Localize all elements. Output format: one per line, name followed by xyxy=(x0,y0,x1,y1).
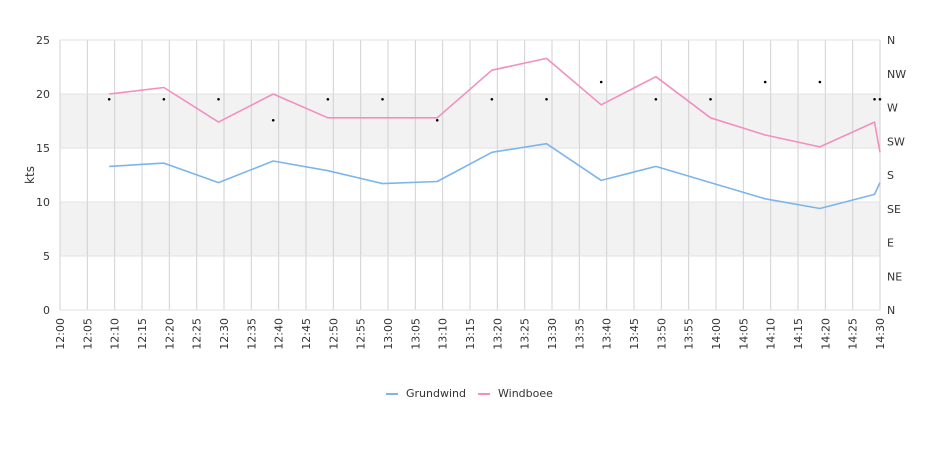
grid-layer xyxy=(59,39,881,311)
direction-marker-7 xyxy=(490,97,494,101)
legend-item-windboee[interactable]: Windboee xyxy=(478,387,553,400)
x-tick-label-8: 12:40 xyxy=(273,318,286,350)
series-line-grundwind xyxy=(109,142,881,210)
y-tick-label-0: 0 xyxy=(43,304,50,317)
legend-item-grundwind[interactable]: Grundwind xyxy=(386,387,466,400)
x-tick-label-14: 13:10 xyxy=(437,318,450,350)
x-tick-label-17: 13:25 xyxy=(519,318,532,350)
x-tick-label-23: 13:55 xyxy=(683,318,696,350)
direction-marker-0 xyxy=(107,97,111,101)
x-tick-label-20: 13:40 xyxy=(601,318,614,350)
direction-tick-label-6: W xyxy=(887,102,898,115)
x-tick-label-12: 13:00 xyxy=(382,318,395,350)
y-tick-label-2: 10 xyxy=(36,196,50,209)
x-tick-label-22: 13:50 xyxy=(655,318,668,350)
y-axis-title: kts xyxy=(23,166,37,184)
x-tick-label-1: 12:05 xyxy=(81,318,94,350)
y-tick-label-3: 15 xyxy=(36,142,50,155)
x-tick-label-15: 13:15 xyxy=(464,318,477,350)
direction-tick-label-8: N xyxy=(887,34,895,47)
direction-marker-12 xyxy=(763,80,767,84)
x-tick-label-7: 12:35 xyxy=(245,318,258,350)
x-tick-label-25: 14:05 xyxy=(737,318,750,350)
direction-tick-label-1: NE xyxy=(887,270,902,283)
x-tick-label-10: 12:50 xyxy=(327,318,340,350)
x-tick-label-9: 12:45 xyxy=(300,318,313,350)
direction-tick-label-4: S xyxy=(887,169,894,182)
direction-tick-label-0: N xyxy=(887,304,895,317)
x-tick-label-18: 13:30 xyxy=(546,318,559,350)
direction-marker-6 xyxy=(435,118,439,122)
x-tick-label-11: 12:55 xyxy=(355,318,368,350)
direction-tick-label-3: SE xyxy=(887,203,901,216)
x-tick-label-26: 14:10 xyxy=(765,318,778,350)
legend-label-grundwind: Grundwind xyxy=(406,387,466,400)
direction-axis-ticks: N NE E SE S SW W NW N xyxy=(887,34,906,317)
series-layer xyxy=(109,57,881,210)
x-tick-label-5: 12:25 xyxy=(191,318,204,350)
direction-marker-8 xyxy=(545,97,548,101)
direction-tick-label-2: E xyxy=(887,237,894,250)
direction-marker-14 xyxy=(873,97,876,101)
direction-marker-5 xyxy=(381,97,384,101)
y-tick-label-4: 20 xyxy=(36,88,50,101)
y-axis-ticks: 0 5 10 15 20 25 xyxy=(36,34,50,317)
x-tick-label-21: 13:45 xyxy=(628,318,641,350)
direction-tick-label-5: SW xyxy=(887,135,905,148)
x-tick-label-28: 14:20 xyxy=(819,318,832,350)
x-tick-label-4: 12:20 xyxy=(163,318,176,350)
direction-markers xyxy=(107,80,882,122)
x-tick-label-19: 13:35 xyxy=(573,318,586,350)
x-tick-label-2: 12:10 xyxy=(109,318,122,350)
y-tick-label-1: 5 xyxy=(43,250,50,263)
x-axis-ticks: 12:00 12:05 12:10 12:15 12:20 12:25 12:30 12:35… xyxy=(54,318,887,350)
legend-label-windboee: Windboee xyxy=(498,387,553,400)
x-tick-label-24: 14:00 xyxy=(710,318,723,350)
x-tick-label-30: 14:30 xyxy=(874,318,887,350)
direction-marker-15 xyxy=(878,97,882,101)
direction-marker-3 xyxy=(271,118,275,122)
direction-marker-10 xyxy=(654,97,658,101)
x-tick-label-27: 14:15 xyxy=(792,318,805,350)
direction-marker-9 xyxy=(599,80,603,84)
direction-tick-label-7: NW xyxy=(887,68,906,81)
legend[interactable]: Grundwind Windboee xyxy=(386,387,553,400)
x-tick-label-3: 12:15 xyxy=(136,318,149,350)
direction-marker-4 xyxy=(326,97,330,101)
y-tick-label-5: 25 xyxy=(36,34,50,47)
direction-marker-2 xyxy=(217,97,220,101)
direction-marker-1 xyxy=(162,97,166,101)
x-tick-label-0: 12:00 xyxy=(54,318,67,350)
x-tick-label-6: 12:30 xyxy=(218,318,231,350)
x-tick-label-16: 13:20 xyxy=(491,318,504,350)
x-tick-label-29: 14:25 xyxy=(847,318,860,350)
direction-marker-11 xyxy=(709,97,712,101)
direction-marker-13 xyxy=(818,80,822,84)
x-tick-label-13: 13:05 xyxy=(409,318,422,350)
series-line-windboee xyxy=(109,57,881,153)
